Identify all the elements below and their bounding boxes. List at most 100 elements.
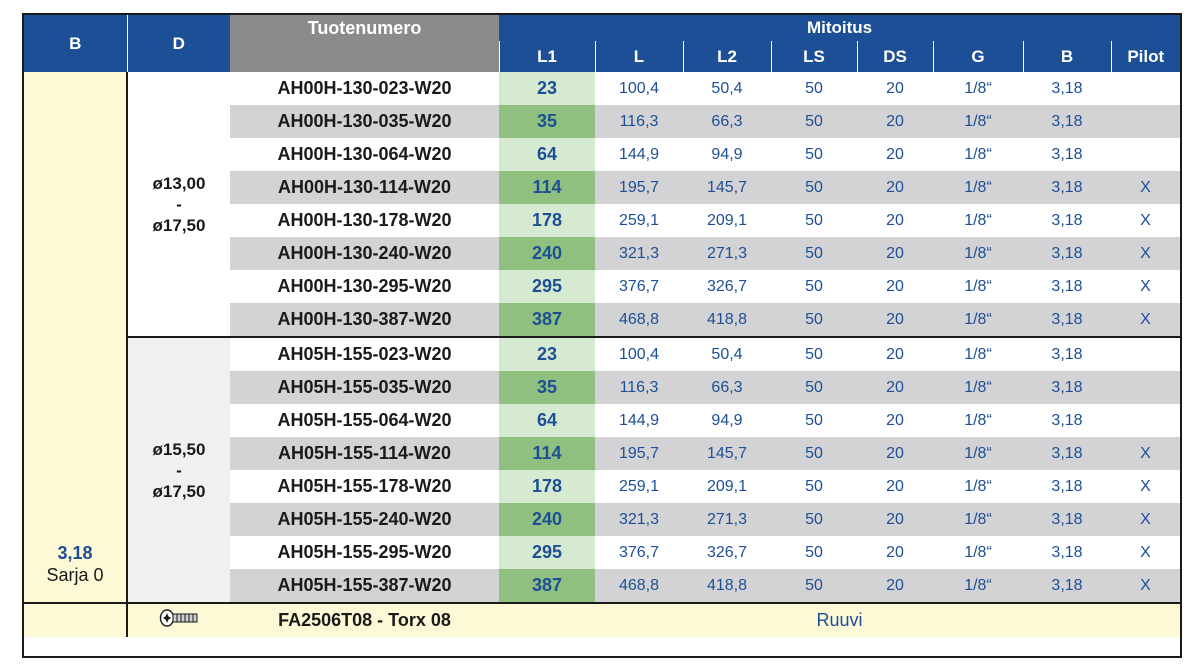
- value-ds: 20: [857, 371, 933, 404]
- value-ds: 20: [857, 503, 933, 536]
- value-ds: 20: [857, 171, 933, 204]
- value-l: 100,4: [595, 72, 683, 105]
- header-col-pilot: Pilot: [1110, 41, 1180, 72]
- value-b: 3,18: [1023, 569, 1111, 603]
- value-g: 1/8“: [933, 371, 1023, 404]
- value-pilot: [1111, 105, 1180, 138]
- diameter-range-cell: ø15,50- ø17,50: [127, 336, 230, 603]
- product-number: AH00H-130-178-W20: [230, 204, 499, 237]
- product-number: AH00H-130-295-W20: [230, 270, 499, 303]
- value-b: 3,18: [1023, 437, 1111, 470]
- table-row: AH00H-130-295-W20 295 376,7 326,7 50 20 1/8“ 3,…: [24, 270, 1180, 303]
- value-l2: 271,3: [683, 237, 771, 270]
- value-ls: 50: [771, 536, 857, 569]
- value-ds: 20: [857, 404, 933, 437]
- value-l1: 64: [499, 138, 595, 171]
- value-pilot: X: [1111, 437, 1180, 470]
- series-cell: 3,18 Sarja 0: [24, 72, 128, 603]
- value-ls: 50: [771, 470, 857, 503]
- value-ds: 20: [857, 303, 933, 337]
- value-b: 3,18: [1023, 237, 1111, 270]
- value-l2: 50,4: [683, 336, 771, 371]
- value-ds: 20: [857, 336, 933, 371]
- value-l: 321,3: [595, 503, 683, 536]
- value-b: 3,18: [1023, 72, 1111, 105]
- value-ls: 50: [771, 270, 857, 303]
- value-l2: 94,9: [683, 404, 771, 437]
- table-row: AH00H-130-114-W20 114 195,7 145,7 50 20 1/8“ 3,…: [24, 171, 1180, 204]
- product-number: AH00H-130-064-W20: [230, 138, 499, 171]
- diameter-range-line: ø13,00: [152, 173, 206, 193]
- value-g: 1/8“: [933, 569, 1023, 603]
- value-l1: 178: [499, 204, 595, 237]
- value-ds: 20: [857, 237, 933, 270]
- value-pilot: X: [1111, 536, 1180, 569]
- value-g: 1/8“: [933, 336, 1023, 371]
- value-ls: 50: [771, 569, 857, 603]
- header-product-number: Tuotenumero: [230, 15, 499, 41]
- value-l: 468,8: [595, 303, 683, 337]
- value-pilot: X: [1111, 503, 1180, 536]
- header-col-g: G: [932, 41, 1023, 72]
- value-l: 259,1: [595, 470, 683, 503]
- value-l2: 66,3: [683, 371, 771, 404]
- value-pilot: X: [1111, 171, 1180, 204]
- value-l1: 295: [499, 270, 595, 303]
- product-number: AH00H-130-240-W20: [230, 237, 499, 270]
- value-ls: 50: [771, 303, 857, 337]
- value-ls: 50: [771, 72, 857, 105]
- value-pilot: [1111, 371, 1180, 404]
- screw-icon: [159, 609, 199, 632]
- value-l1: 35: [499, 371, 595, 404]
- value-l1: 35: [499, 105, 595, 138]
- series-name: Sarja 0: [46, 565, 104, 585]
- product-number: AH05H-155-240-W20: [230, 503, 499, 536]
- diameter-range-cell: ø13,00- ø17,50: [127, 72, 230, 337]
- value-g: 1/8“: [933, 503, 1023, 536]
- value-l1: 240: [499, 503, 595, 536]
- value-l2: 418,8: [683, 303, 771, 337]
- value-pilot: [1111, 404, 1180, 437]
- header-product-number-blank: [230, 41, 499, 72]
- value-ds: 20: [857, 204, 933, 237]
- footer-product-number: FA2506T08 - Torx 08: [230, 602, 499, 637]
- value-ds: 20: [857, 437, 933, 470]
- table-row: AH05H-155-064-W20 64 144,9 94,9 50 20 1/8“ 3,18: [24, 404, 1180, 437]
- value-ds: 20: [857, 105, 933, 138]
- value-g: 1/8“: [933, 171, 1023, 204]
- value-b: 3,18: [1023, 371, 1111, 404]
- value-l: 259,1: [595, 204, 683, 237]
- diameter-range-line: ø17,50: [152, 481, 206, 501]
- value-pilot: X: [1111, 303, 1180, 337]
- table-row: AH05H-155-295-W20 295 376,7 326,7 50 20 1/8“ 3,…: [24, 536, 1180, 569]
- header-b: B: [24, 15, 128, 72]
- product-number: AH05H-155-064-W20: [230, 404, 499, 437]
- table-row: AH00H-130-178-W20 178 259,1 209,1 50 20 1/8“ 3,…: [24, 204, 1180, 237]
- value-pilot: [1111, 72, 1180, 105]
- value-b: 3,18: [1023, 303, 1111, 337]
- value-l1: 240: [499, 237, 595, 270]
- product-number: AH00H-130-114-W20: [230, 171, 499, 204]
- value-l2: 209,1: [683, 470, 771, 503]
- diameter-range-line: -: [176, 460, 182, 480]
- value-pilot: [1111, 138, 1180, 171]
- value-ls: 50: [771, 105, 857, 138]
- value-ls: 50: [771, 371, 857, 404]
- value-l1: 295: [499, 536, 595, 569]
- value-l2: 50,4: [683, 72, 771, 105]
- product-number: AH00H-130-387-W20: [230, 303, 499, 337]
- value-g: 1/8“: [933, 470, 1023, 503]
- header-col-l1: L1: [498, 41, 595, 72]
- value-l: 116,3: [595, 371, 683, 404]
- value-ls: 50: [771, 237, 857, 270]
- value-l: 376,7: [595, 536, 683, 569]
- header-col-ds: DS: [856, 41, 933, 72]
- product-number: AH05H-155-023-W20: [230, 336, 499, 371]
- value-ds: 20: [857, 270, 933, 303]
- value-ds: 20: [857, 569, 933, 603]
- value-b: 3,18: [1023, 105, 1111, 138]
- value-b: 3,18: [1023, 336, 1111, 371]
- table-row: AH05H-155-035-W20 35 116,3 66,3 50 20 1/8“ 3,18: [24, 371, 1180, 404]
- value-ds: 20: [857, 470, 933, 503]
- table-row: AH05H-155-387-W20 387 468,8 418,8 50 20 1/8“ 3,…: [24, 569, 1180, 603]
